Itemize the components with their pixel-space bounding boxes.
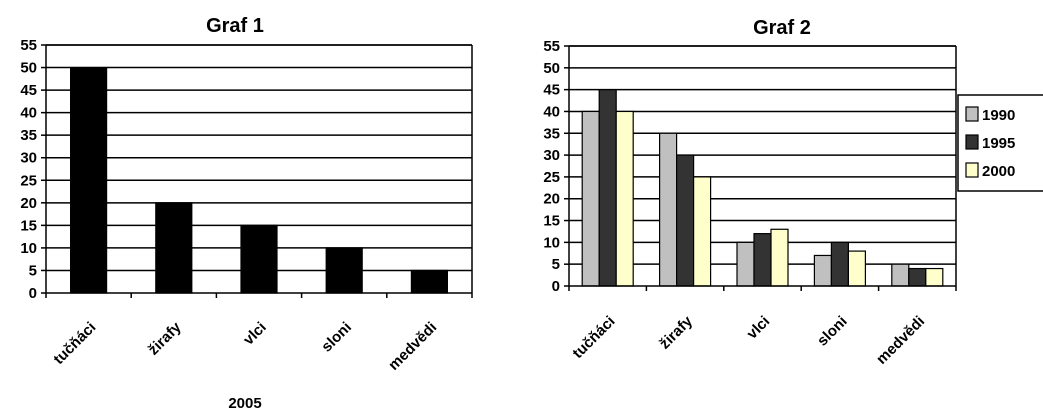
y-tick-label: 5: [29, 262, 37, 279]
chart-graf-1: Graf 1 0 5 10 15 20 25 30 35 40 45 50 55 tučňáci žir…: [20, 15, 473, 412]
y-tick-label: 25: [20, 172, 37, 189]
bar-value-3: [325, 247, 363, 294]
y-tick-label: 20: [20, 195, 37, 212]
category-label: žirafy: [656, 312, 696, 352]
y-tick-label: 30: [20, 150, 37, 167]
bar-value-1: [155, 202, 193, 294]
y-tick-label: 20: [543, 191, 560, 208]
y-tick-label: 55: [543, 38, 560, 55]
bar-1990-3: [813, 254, 833, 287]
bar-1990-1: [658, 132, 678, 287]
legend-swatch-2000: [965, 162, 979, 178]
y-tick-label: 40: [20, 105, 37, 122]
bar-value-4: [410, 269, 448, 294]
bar-value-0: [69, 66, 108, 294]
bar-1995-0: [598, 89, 617, 287]
y-tick-label: 0: [552, 278, 560, 295]
category-label: medvědi: [873, 313, 928, 368]
bar-1995-2: [753, 233, 772, 287]
y-tick-label: 35: [20, 127, 37, 144]
y-tick-label: 50: [543, 60, 560, 77]
bar-2000-4: [925, 267, 944, 287]
bar-1990-0: [581, 110, 600, 287]
y-tick-label: 10: [20, 240, 37, 257]
category-label: sloni: [318, 319, 355, 356]
chart-2-legend: 1990 1995 2000: [957, 94, 1043, 192]
bar-2000-1: [692, 176, 712, 287]
chart-2-title: Graf 2: [753, 17, 811, 39]
bar-2000-3: [847, 250, 867, 287]
y-tick-label: 45: [543, 82, 560, 99]
category-label: tučňáci: [569, 313, 618, 362]
bar-2000-2: [770, 228, 789, 287]
category-label: medvědi: [385, 319, 440, 374]
y-tick-label: 30: [543, 147, 560, 164]
y-tick-label: 10: [543, 234, 560, 251]
category-label: vlci: [744, 313, 774, 343]
bar-1995-3: [830, 241, 850, 287]
category-label: vlci: [240, 319, 270, 349]
y-tick-label: 50: [20, 60, 37, 77]
category-label: sloni: [814, 313, 851, 350]
bar-1990-4: [891, 263, 910, 287]
y-tick-label: 5: [552, 256, 560, 273]
legend-label-1995: 1995: [982, 135, 1015, 152]
chart-1-x-axis-label: 2005: [228, 395, 261, 412]
y-tick-label: 15: [543, 213, 560, 230]
legend-swatch-1990: [965, 106, 979, 122]
y-tick-label: 45: [20, 82, 37, 99]
y-tick-label: 40: [543, 103, 560, 120]
chart-1-title: Graf 1: [206, 15, 264, 37]
y-tick-label: 15: [20, 217, 37, 234]
y-tick-label: 55: [20, 37, 37, 54]
category-label: tučňáci: [50, 319, 99, 368]
bar-1995-4: [908, 267, 927, 287]
y-tick-label: 25: [543, 169, 560, 186]
y-tick-label: 0: [29, 285, 37, 302]
legend-label-1990: 1990: [982, 107, 1015, 124]
legend-swatch-1995: [965, 134, 979, 150]
legend-label-2000: 2000: [982, 163, 1015, 180]
y-tick-label: 35: [543, 125, 560, 142]
chart-graf-2: Graf 2 0 5 10 15 20 25 30 35 40 45 50 55 tučňáci žir…: [543, 17, 1043, 368]
category-label: žirafy: [145, 318, 185, 358]
bar-2000-0: [615, 110, 634, 287]
bar-1990-2: [736, 241, 755, 287]
bar-1995-1: [675, 154, 695, 287]
bar-value-2: [240, 224, 278, 294]
